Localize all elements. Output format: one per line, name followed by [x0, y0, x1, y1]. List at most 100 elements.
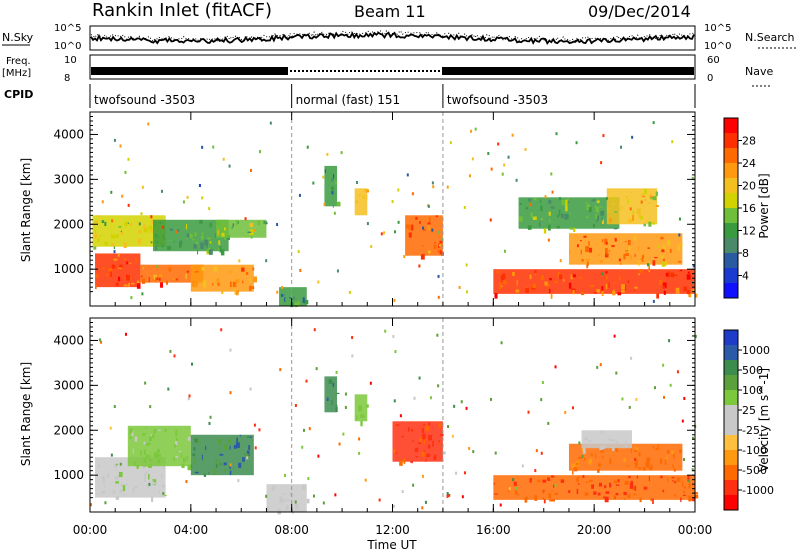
scatter-point: [671, 140, 674, 144]
heatmap-speck: [683, 486, 687, 489]
heatmap-speck: [111, 234, 115, 239]
scatter-point: [657, 244, 660, 248]
heatmap-speck: [595, 214, 598, 219]
heatmap-speck: [423, 424, 425, 426]
heatmap-speck: [635, 462, 638, 468]
nave-tick-low: 0: [707, 73, 713, 84]
heatmap-speck: [151, 218, 154, 224]
scatter-point: [394, 230, 397, 234]
heatmap-speck: [414, 447, 419, 453]
heatmap-speck: [333, 179, 335, 181]
heatmap-speck: [277, 508, 282, 515]
heatmap-speck: [122, 485, 126, 492]
heatmap-speck: [144, 471, 148, 474]
heatmap-speck: [605, 283, 608, 290]
heatmap-speck: [294, 503, 299, 510]
heatmap-speck: [629, 255, 632, 260]
heatmap-speck: [155, 246, 157, 251]
heatmap-speck: [679, 449, 682, 454]
heatmap-speck: [618, 258, 621, 262]
heatmap-speck: [175, 430, 178, 437]
heatmap-speck: [650, 464, 653, 471]
velocity-panel: 4000 3000 2000 1000: [53, 317, 699, 515]
heatmap-speck: [529, 289, 531, 291]
heatmap-speck: [559, 274, 563, 280]
colorbar-swatch: [724, 420, 738, 436]
heatmap-speck: [439, 434, 444, 436]
heatmap-speck: [101, 220, 105, 224]
heatmap-speck: [501, 279, 503, 283]
heatmap-speck: [246, 436, 249, 438]
freq-dot: [390, 70, 392, 72]
heatmap-speck: [123, 242, 127, 249]
scatter-point: [147, 122, 150, 126]
heatmap-speck: [546, 283, 550, 288]
scatter-point: [448, 493, 451, 497]
velocity-colorbar: 1000 500 100 25 -25 -100 -500 -1000: [723, 329, 774, 511]
colorbar-tick-label: -25: [742, 424, 760, 437]
heatmap-speck: [688, 495, 692, 502]
heatmap-speck: [94, 233, 98, 239]
scatter-point: [333, 211, 336, 215]
heatmap-speck: [584, 202, 589, 204]
freq-band: [91, 67, 288, 75]
freq-dot: [314, 70, 316, 72]
heatmap-speck: [96, 215, 100, 217]
heatmap-speck: [232, 281, 237, 287]
freq-dot: [306, 70, 308, 72]
heatmap-speck: [613, 480, 618, 484]
scatter-point: [469, 174, 472, 178]
scatter-point: [630, 356, 633, 360]
freq-dot: [338, 70, 340, 72]
heatmap-speck: [529, 274, 532, 280]
scatter-point: [418, 376, 421, 380]
heatmap-speck: [232, 223, 234, 227]
nsearch-tick-low: 10^0: [704, 41, 731, 52]
heatmap-speck: [590, 453, 593, 457]
heatmap-speck: [623, 253, 626, 260]
power-panel: 4000 3000 2000 1000: [53, 111, 698, 308]
heatmap-speck: [152, 434, 155, 438]
heatmap-speck: [283, 294, 285, 297]
scatter-point: [431, 181, 434, 185]
heatmap-speck: [224, 468, 227, 473]
heatmap-speck: [544, 281, 548, 286]
heatmap-speck: [156, 277, 159, 280]
heatmap-speck: [282, 493, 287, 495]
heatmap-speck: [439, 244, 444, 247]
heatmap-speck: [150, 434, 153, 436]
heatmap-speck: [614, 211, 618, 213]
freq-panel: [89, 54, 696, 80]
heatmap-speck: [219, 246, 222, 253]
scatter-point: [364, 478, 367, 482]
heatmap-speck: [241, 267, 245, 272]
scatter-point: [188, 394, 191, 398]
scatter-point: [124, 332, 127, 336]
nsearch-line: [90, 30, 695, 43]
nsky-line: [90, 31, 695, 46]
heatmap-speck: [581, 258, 584, 262]
freq-dot: [422, 70, 424, 72]
heatmap-speck: [153, 428, 156, 434]
scatter-point: [446, 494, 449, 498]
heatmap-speck: [602, 445, 606, 450]
scatter-point: [437, 384, 440, 388]
colorbar-tick-label: 1000: [742, 344, 770, 357]
y-tick-label: 1000: [53, 262, 84, 276]
scatter-point: [313, 328, 316, 332]
scatter-point: [447, 425, 450, 429]
scatter-point: [222, 157, 225, 161]
heatmap-speck: [589, 479, 593, 482]
heatmap-speck: [220, 249, 225, 256]
heatmap-speck: [200, 243, 204, 250]
heatmap-speck: [324, 169, 326, 174]
x-axis-ticks: 00:00 04:00 08:00 12:00 16:00 20:00 00:00: [73, 112, 712, 537]
heatmap-speck: [410, 461, 413, 463]
scatter-point: [104, 501, 107, 505]
scatter-point: [535, 449, 538, 453]
colorbar-swatch: [724, 193, 738, 209]
heatmap-speck: [597, 215, 599, 221]
heatmap-speck: [263, 220, 265, 224]
scatter-point: [432, 185, 435, 189]
heatmap-speck: [548, 211, 551, 216]
